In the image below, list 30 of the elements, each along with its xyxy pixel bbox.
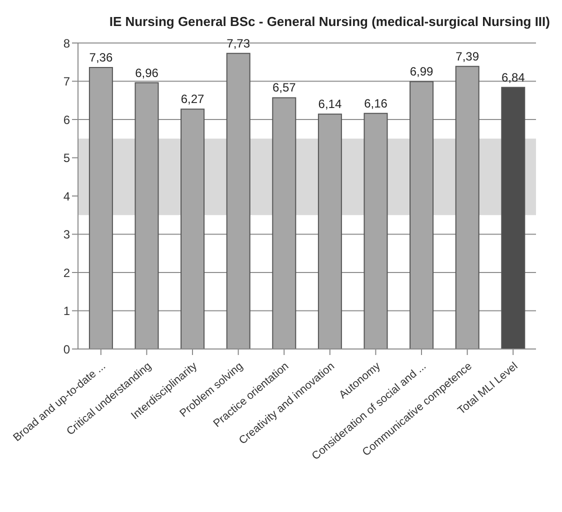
data-label: 6,84 [501, 70, 526, 84]
y-tick-label: 7 [63, 74, 70, 89]
data-label: 6,57 [272, 80, 296, 95]
chart-title: IE Nursing General BSc - General Nursing (medical-surgical Nursing III) [108, 13, 551, 29]
bar [272, 97, 296, 349]
y-tick-label: 1 [63, 304, 70, 318]
data-label: 7,73 [226, 36, 250, 50]
bar [134, 82, 159, 349]
y-tick-label: 0 [63, 342, 70, 356]
bar [364, 112, 388, 349]
bar [410, 81, 434, 349]
y-tick-label: 8 [63, 36, 70, 50]
bar [180, 108, 205, 349]
y-tick-label: 2 [63, 266, 70, 280]
data-label: 7,36 [89, 50, 113, 64]
y-tick-label: 5 [63, 151, 70, 166]
data-label: 6,16 [364, 96, 388, 110]
y-tick-label: 6 [63, 112, 70, 127]
data-label: 6,27 [180, 92, 205, 106]
data-label: 6,96 [135, 66, 159, 80]
data-label: 6,99 [410, 64, 434, 79]
bar [501, 86, 526, 349]
y-tick-label: 4 [63, 189, 70, 204]
bar [455, 66, 480, 349]
y-tick-label: 3 [63, 228, 70, 242]
bar [226, 52, 250, 349]
data-label: 6,14 [318, 97, 342, 112]
data-label: 7,39 [456, 49, 480, 64]
bar [318, 114, 342, 349]
bar [88, 66, 113, 349]
